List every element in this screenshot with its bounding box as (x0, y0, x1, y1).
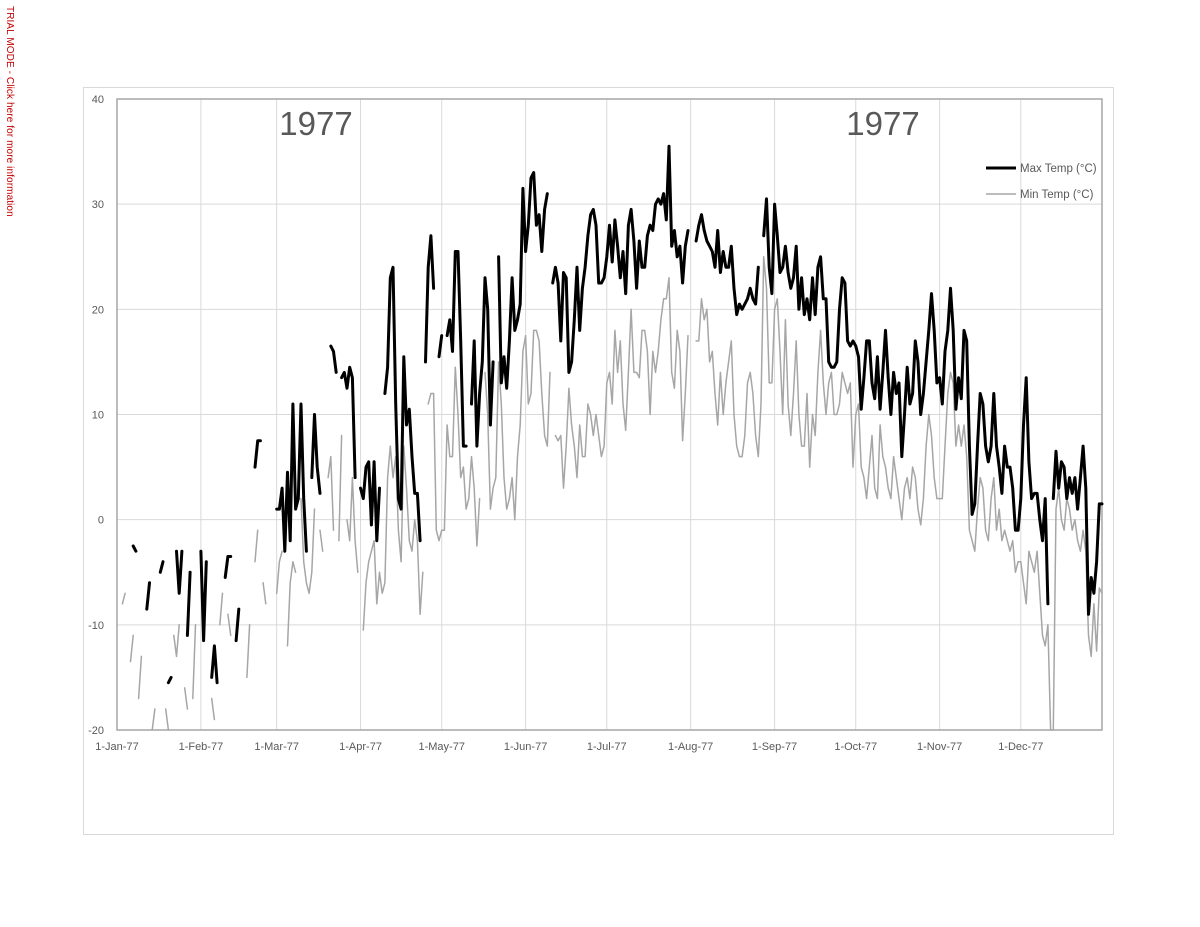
x-tick-label: 1-Jan-77 (95, 741, 138, 753)
x-tick-label: 1-Dec-77 (998, 741, 1043, 753)
chart-area: -20 -10 0 10 20 30 40 1-Jan-77 1-Feb-77 1-Mar-77 1… (83, 87, 1114, 835)
legend: Max Temp (°C) Min Temp (°C) (986, 163, 1097, 201)
y-tick-label: 20 (92, 304, 104, 316)
x-tick-label: 1-May-77 (418, 741, 464, 753)
trial-mode-banner[interactable]: TRIAL MODE - Click here for more informa… (4, 6, 15, 217)
legend-label: Max Temp (°C) (1020, 163, 1097, 175)
x-tick-label: 1-Aug-77 (668, 741, 713, 753)
temperature-line-chart: -20 -10 0 10 20 30 40 1-Jan-77 1-Feb-77 1-Mar-77 1… (88, 94, 1104, 753)
series-lines (121, 144, 1104, 731)
min-temp-line (121, 256, 1103, 731)
y-tick-label: 30 (92, 199, 104, 211)
x-tick-label: 1-Mar-77 (254, 741, 299, 753)
y-tick-label: 10 (92, 410, 104, 422)
x-tick-label: 1-Jul-77 (587, 741, 627, 753)
axes: -20 -10 0 10 20 30 40 1-Jan-77 1-Feb-77 1-Mar-77 1… (88, 94, 1103, 753)
year-annotation: 1977 (846, 105, 919, 142)
x-tick-label: 1-Sep-77 (752, 741, 797, 753)
x-tick-label: 1-Oct-77 (834, 741, 877, 753)
y-tick-label: -20 (88, 725, 104, 737)
year-annotations: 1977 1977 (279, 105, 919, 142)
y-tick-label: -10 (88, 620, 104, 632)
year-annotation: 1977 (279, 105, 352, 142)
y-tick-label: 0 (98, 515, 104, 527)
gridlines (116, 98, 1102, 731)
x-tick-label: 1-Apr-77 (339, 741, 382, 753)
max-temp-line (131, 144, 1104, 685)
legend-label: Min Temp (°C) (1020, 189, 1094, 201)
x-tick-label: 1-Jun-77 (504, 741, 547, 753)
y-tick-label: 40 (92, 94, 104, 106)
plot-border (116, 98, 1103, 731)
x-tick-label: 1-Nov-77 (917, 741, 962, 753)
x-tick-label: 1-Feb-77 (179, 741, 224, 753)
